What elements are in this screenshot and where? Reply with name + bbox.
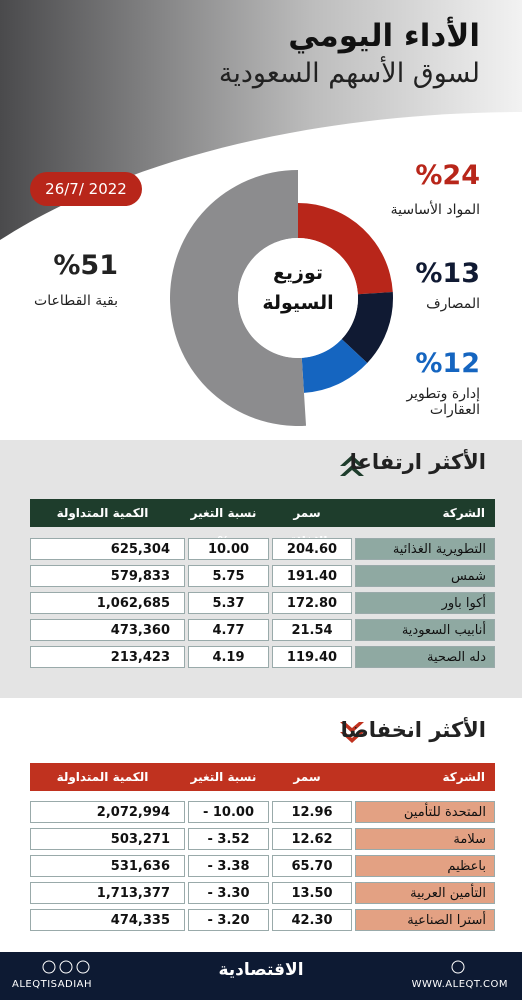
company-cell: التطويرية الغذائية — [355, 538, 495, 560]
down-icon — [340, 722, 364, 743]
value-cell: - 3.38 — [188, 855, 269, 877]
value-cell: 4.77 — [188, 619, 269, 641]
center-label: السيولة — [262, 292, 334, 314]
pie-slice — [301, 339, 368, 393]
column-header: الكمية المتداولة — [56, 506, 149, 520]
pie-slice — [341, 292, 393, 364]
category-label: بقية القطاعات — [34, 293, 118, 309]
value-cell: 172.80 — [272, 592, 352, 614]
value-cell: 42.30 — [272, 909, 352, 931]
donut-chart — [170, 170, 393, 426]
column-header: الشركة — [442, 770, 485, 784]
company-cell: أكوا باور — [355, 592, 495, 614]
date-badge: 26/7/ 2022 — [30, 172, 142, 206]
company-cell: المتحدة للتأمين — [355, 801, 495, 823]
table-header — [30, 763, 495, 791]
social-icons — [42, 960, 90, 974]
value-cell: - 3.52 — [188, 828, 269, 850]
gainers-title: الأكثر ارتفاعا — [349, 450, 486, 474]
value-cell: 13.50 — [272, 882, 352, 904]
value-cell: 579,833 — [30, 565, 185, 587]
value-cell: 1,062,685 — [30, 592, 185, 614]
donut-hole — [238, 238, 358, 358]
category-label: المصارف — [426, 296, 480, 312]
value-cell: 10.00 — [188, 538, 269, 560]
value-label: %51 — [53, 250, 118, 281]
value-cell: 474,335 — [30, 909, 185, 931]
value-cell: 21.54 — [272, 619, 352, 641]
table-header — [30, 499, 495, 527]
subtitle: لسوق الأسهم السعودية — [218, 58, 480, 89]
value-cell: - 3.20 — [188, 909, 269, 931]
company-cell: شمس — [355, 565, 495, 587]
value-cell: 473,360 — [30, 619, 185, 641]
value-cell: 213,423 — [30, 646, 185, 668]
value-cell: 204.60 — [272, 538, 352, 560]
social-handle: ALEQTISADIAH — [12, 979, 93, 990]
column-header: نسبة التغير % — [190, 770, 257, 812]
value-cell: 625,304 — [30, 538, 185, 560]
company-cell: سلامة — [355, 828, 495, 850]
website: WWW.ALEQT.COM — [411, 979, 508, 990]
value-cell: 191.40 — [272, 565, 352, 587]
value-cell: 65.70 — [272, 855, 352, 877]
column-header: نسبة التغير % — [190, 506, 257, 548]
value-cell: 119.40 — [272, 646, 352, 668]
category-label: المواد الأساسية — [390, 202, 480, 218]
value-label: %24 — [415, 160, 480, 191]
pie-slice — [170, 170, 307, 426]
value-cell: 5.75 — [188, 565, 269, 587]
value-cell: 12.62 — [272, 828, 352, 850]
value-cell: - 10.00 — [188, 801, 269, 823]
losers-title: الأكثر انخفاضا — [340, 718, 486, 742]
value-cell: 1,713,377 — [30, 882, 185, 904]
value-label: %13 — [415, 258, 480, 289]
value-cell: 4.19 — [188, 646, 269, 668]
value-cell: 5.37 — [188, 592, 269, 614]
title: الأداء اليومي — [288, 18, 480, 54]
column-header: الكمية المتداولة — [56, 770, 149, 784]
column-header: الشركة — [442, 506, 485, 520]
brand: الاقتصادية — [218, 960, 304, 980]
company-cell: أسترا الصناعية — [355, 909, 495, 931]
center-label: توزيع — [272, 262, 324, 284]
company-cell: باعظيم — [355, 855, 495, 877]
value-cell: 2,072,994 — [30, 801, 185, 823]
company-cell: التأمين العربية — [355, 882, 495, 904]
value-cell: - 3.30 — [188, 882, 269, 904]
company-cell: دله الصحية — [355, 646, 495, 668]
value-label: %12 — [415, 348, 480, 379]
web-icon — [451, 960, 465, 974]
company-cell: أنابيب السعودية — [355, 619, 495, 641]
value-cell: 503,271 — [30, 828, 185, 850]
category-label: إدارة وتطوير العقارات — [406, 386, 480, 418]
up-icon — [340, 455, 364, 476]
column-header: سمر الإغلاق — [286, 506, 327, 548]
column-header: سمر الإغلاق — [286, 770, 327, 812]
value-cell: 12.96 — [272, 801, 352, 823]
footer-band — [0, 952, 522, 1000]
value-cell: 531,636 — [30, 855, 185, 877]
pie-slice — [298, 203, 393, 295]
